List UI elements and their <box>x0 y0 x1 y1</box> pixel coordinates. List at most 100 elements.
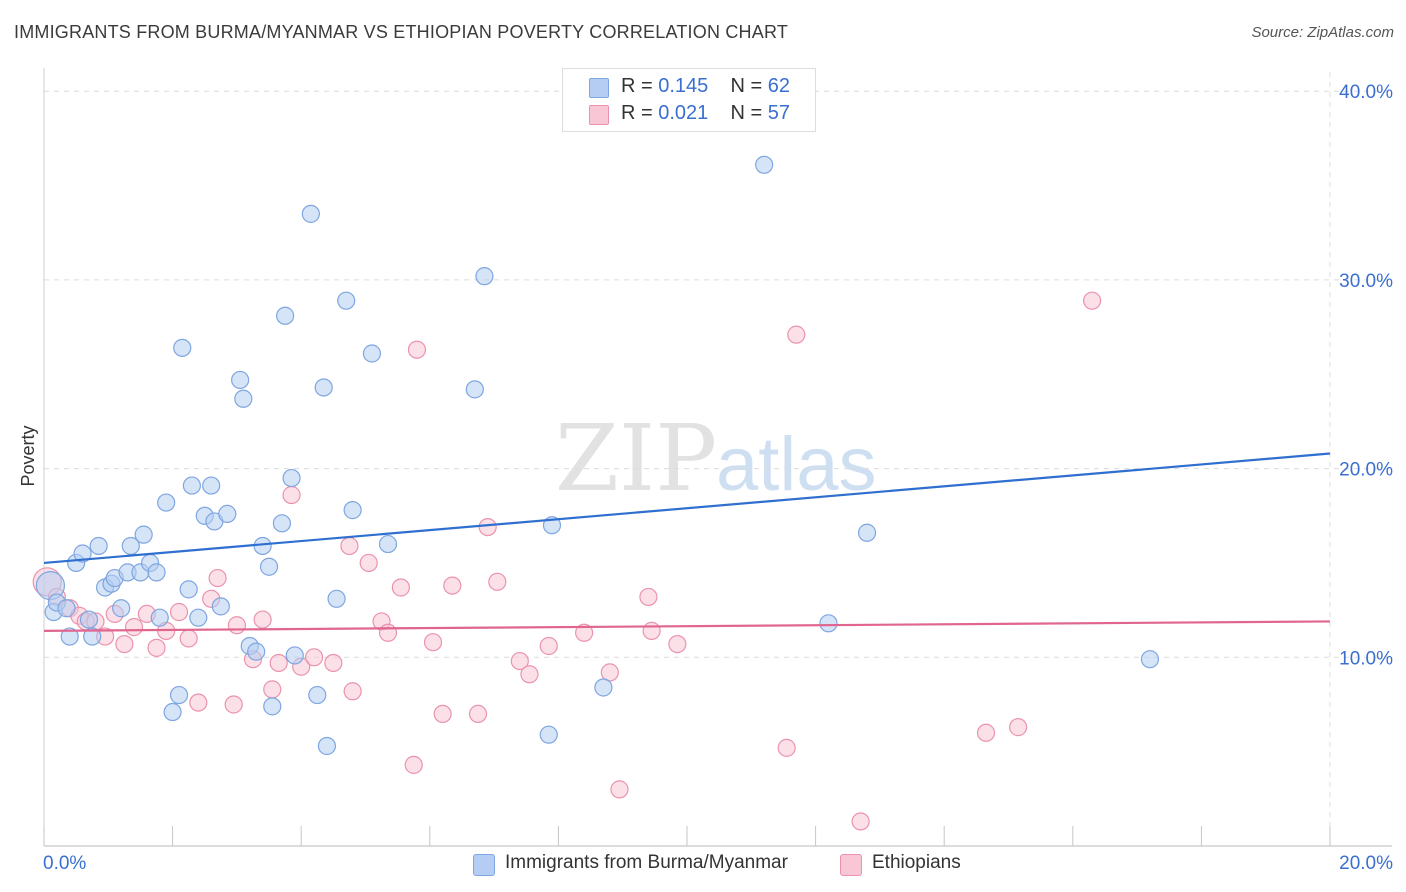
ethiopians-point <box>147 638 166 657</box>
axes <box>43 68 1392 847</box>
ethiopians-point <box>224 695 243 714</box>
watermark-atlas: atlas <box>716 422 877 507</box>
burma-point <box>272 514 292 533</box>
ethiopians-point <box>478 518 497 537</box>
ethiopians-point <box>610 780 629 799</box>
ethiopians-point <box>642 621 661 640</box>
y-axis-label: Poverty <box>18 425 38 486</box>
burma-point <box>263 697 282 716</box>
n-value: 57 <box>767 102 791 124</box>
burma-point <box>301 204 320 223</box>
burma-point <box>57 599 76 618</box>
ethiopians-point <box>777 738 796 757</box>
burma-point <box>362 344 382 363</box>
tick-labels: 10.0% 20.0% 30.0% 40.0% 0.0% 20.0% <box>43 82 1393 874</box>
ethiopians-point <box>208 568 227 588</box>
burma-point <box>285 646 304 665</box>
burma-point <box>182 476 201 495</box>
ethiopians-point <box>115 634 134 654</box>
burma-point <box>169 685 189 705</box>
burma-point <box>317 736 337 756</box>
r-label: R = <box>621 102 659 124</box>
ethiopians-point <box>539 636 558 656</box>
burma-point <box>83 627 102 646</box>
ethiopians-point <box>378 623 398 642</box>
burma-point <box>857 523 877 542</box>
ethiopians-point <box>520 665 539 684</box>
burma-point <box>150 608 169 627</box>
burma-point <box>234 389 253 408</box>
burma-point <box>157 493 176 512</box>
ethiopians-point <box>976 723 996 742</box>
burma-point <box>189 608 208 627</box>
burma-point <box>179 580 198 599</box>
legend-label: Immigrants from Burma/Myanmar <box>505 852 788 873</box>
burma-point <box>539 725 558 744</box>
ethiopians-point <box>510 651 529 671</box>
burma-point <box>343 501 362 520</box>
burma-point <box>202 476 221 495</box>
ethiopians-point <box>423 633 443 652</box>
burma-point <box>465 380 484 399</box>
r-value: 0.145 <box>658 75 709 97</box>
burma-point <box>112 599 131 618</box>
ethiopians-point <box>404 755 423 774</box>
watermark: ZIP atlas <box>555 405 877 512</box>
burma-point <box>594 678 613 697</box>
ethiopians-point <box>443 576 462 595</box>
burma-point <box>1140 650 1160 669</box>
ethiopians-point <box>600 663 619 682</box>
ethiopians-point <box>227 616 246 635</box>
ethiopians-point <box>488 572 507 591</box>
chart-title: IMMIGRANTS FROM BURMA/MYANMAR VS ETHIOPI… <box>14 22 789 42</box>
burma-point <box>475 267 494 286</box>
burma-point <box>337 291 356 310</box>
burma-point <box>378 534 398 554</box>
burma-trend-line <box>43 452 1331 565</box>
y-tick-label: 20.0% <box>1339 460 1393 481</box>
n-label: N = <box>730 102 768 124</box>
burma-point <box>231 370 250 390</box>
stats-box: R = 0.145 N = 62 R = 0.021 N = 57 <box>562 68 816 132</box>
burma-point <box>173 338 192 357</box>
ethiopians-point <box>124 618 144 637</box>
ethiopians-point <box>282 485 301 505</box>
burma-point <box>247 642 266 661</box>
legend-blue-swatch <box>473 854 495 876</box>
ethiopians-point <box>575 623 594 642</box>
ethiopians-point <box>639 587 658 607</box>
y-tick-label: 10.0% <box>1339 648 1393 669</box>
burma-point <box>60 627 79 646</box>
ethiopians-point <box>851 812 870 831</box>
y-tick-label: 40.0% <box>1339 82 1393 103</box>
burma-point <box>819 614 838 633</box>
ethiopians-point <box>343 682 362 701</box>
burma-point <box>79 610 99 629</box>
y-tick-label: 30.0% <box>1339 271 1393 292</box>
blue-swatch <box>589 78 609 98</box>
r-label: R = <box>621 75 659 97</box>
burma-point <box>314 378 333 397</box>
burma-point <box>308 685 327 705</box>
burma-point <box>327 589 346 608</box>
burma-point <box>147 563 166 582</box>
x-tick-label: 20.0% <box>1339 853 1393 874</box>
ethiopians-point <box>169 602 189 622</box>
n-label: N = <box>730 75 768 97</box>
legend-pink-swatch <box>840 854 862 876</box>
burma-point <box>211 597 230 616</box>
ethiopians-point <box>787 325 806 344</box>
source-label: Source: ZipAtlas.com <box>1251 24 1394 41</box>
burma-point <box>134 525 153 544</box>
legend-label: Ethiopians <box>872 852 961 873</box>
ethiopians-point <box>359 553 378 573</box>
series-ethiopians <box>32 291 1102 831</box>
ethiopians-point <box>324 653 343 673</box>
r-value: 0.021 <box>658 102 709 124</box>
ethiopians-point <box>1082 291 1102 310</box>
ethiopians-point <box>304 648 324 667</box>
x-tick-label: 0.0% <box>43 853 86 874</box>
watermark-zip: ZIP <box>555 405 717 512</box>
burma-point <box>282 468 301 488</box>
